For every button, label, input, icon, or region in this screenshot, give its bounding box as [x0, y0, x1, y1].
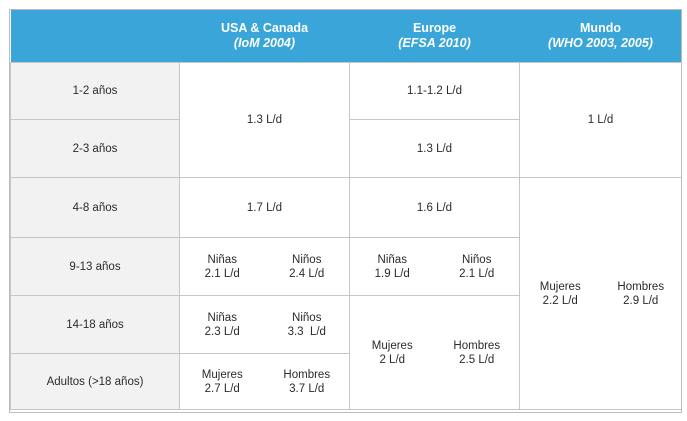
- europe-1-2-value: 1.1-1.2 L/d: [349, 62, 520, 120]
- usa-4-8-value: 1.7 L/d: [179, 177, 350, 238]
- header-mundo: Mundo (WHO 2003, 2005): [519, 10, 681, 63]
- header-row: USA & Canada (IoM 2004) Europe (EFSA 201…: [10, 10, 681, 63]
- row-label-4-8: 4-8 años: [10, 177, 180, 238]
- europe-women: Mujeres 2 L/d: [371, 339, 413, 366]
- table-row: 2-3 años 1.3 L/d: [10, 119, 682, 178]
- water-intake-table: USA & Canada (IoM 2004) Europe (EFSA 201…: [10, 10, 682, 410]
- row-label-9-13: 9-13 años: [10, 237, 180, 296]
- header-europe-source: (EFSA 2010): [398, 36, 471, 50]
- mundo-1-3-value: 1 L/d: [519, 62, 681, 178]
- header-mundo-source: (WHO 2003, 2005): [548, 36, 653, 50]
- usa-14-18-values: Niñas 2.3 L/d Niños 3.3 L/d: [179, 295, 350, 354]
- row-label-1-2: 1-2 años: [10, 62, 180, 120]
- europe-men: Hombres 2.5 L/d: [453, 339, 501, 366]
- header-usa-canada: USA & Canada (IoM 2004): [179, 10, 350, 63]
- usa-9-13-values: Niñas 2.1 L/d Niños 2.4 L/d: [179, 237, 350, 296]
- mundo-women: Mujeres 2.2 L/d: [539, 280, 581, 307]
- table-row: Adultos (>18 años) Mujeres 2.7 L/d Hombre…: [10, 353, 682, 410]
- header-europe: Europe (EFSA 2010): [349, 10, 520, 63]
- usa-adult-values: Mujeres 2.7 L/d Hombres 3.7 L/d: [179, 353, 350, 410]
- row-label-2-3: 2-3 años: [10, 119, 180, 178]
- europe-4-8-value: 1.6 L/d: [349, 177, 520, 238]
- usa-14-18-boys: Niños 3.3 L/d: [287, 311, 326, 338]
- table-row: 14-18 años Niñas 2.3 L/d Niños 3.3 L/d Muj…: [10, 295, 682, 410]
- header-europe-title: Europe: [412, 21, 457, 35]
- mundo-adult-values: Mujeres 2.2 L/d Hombres 2.9 L/d: [519, 177, 681, 410]
- row-label-adults: Adultos (>18 años): [10, 353, 180, 410]
- water-intake-table-container: USA & Canada (IoM 2004) Europe (EFSA 201…: [9, 9, 682, 413]
- europe-adult-values: Mujeres 2 L/d Hombres 2.5 L/d: [349, 295, 520, 410]
- europe-9-13-girls: Niñas 1.9 L/d: [374, 253, 410, 280]
- usa-14-18-girls: Niñas 2.3 L/d: [204, 311, 240, 338]
- usa-9-13-boys: Niños 2.4 L/d: [289, 253, 325, 280]
- table-row: 1-2 años 1.3 L/d 1.1-1.2 L/d 1 L/d: [10, 62, 681, 178]
- europe-9-13-boys: Niños 2.1 L/d: [459, 253, 495, 280]
- header-mundo-title: Mundo: [580, 21, 621, 35]
- usa-1-3-value: 1.3 L/d: [179, 62, 350, 178]
- mundo-men: Hombres 2.9 L/d: [617, 280, 665, 307]
- table-row: 4-8 años 1.7 L/d 1.6 L/d Mujeres 2.2 L/d …: [10, 177, 681, 410]
- usa-men: Hombres 3.7 L/d: [283, 368, 331, 395]
- header-empty: [10, 10, 180, 63]
- usa-9-13-girls: Niñas 2.1 L/d: [204, 253, 240, 280]
- header-usa-source: (IoM 2004): [233, 36, 296, 50]
- europe-9-13-values: Niñas 1.9 L/d Niños 2.1 L/d: [349, 237, 520, 296]
- table-row: 9-13 años Niñas 2.1 L/d Niños 2.4 L/d Niña…: [10, 237, 682, 296]
- usa-women: Mujeres 2.7 L/d: [201, 368, 243, 395]
- row-label-14-18: 14-18 años: [10, 295, 180, 354]
- europe-2-3-value: 1.3 L/d: [349, 119, 520, 178]
- header-usa-title: USA & Canada: [220, 21, 309, 35]
